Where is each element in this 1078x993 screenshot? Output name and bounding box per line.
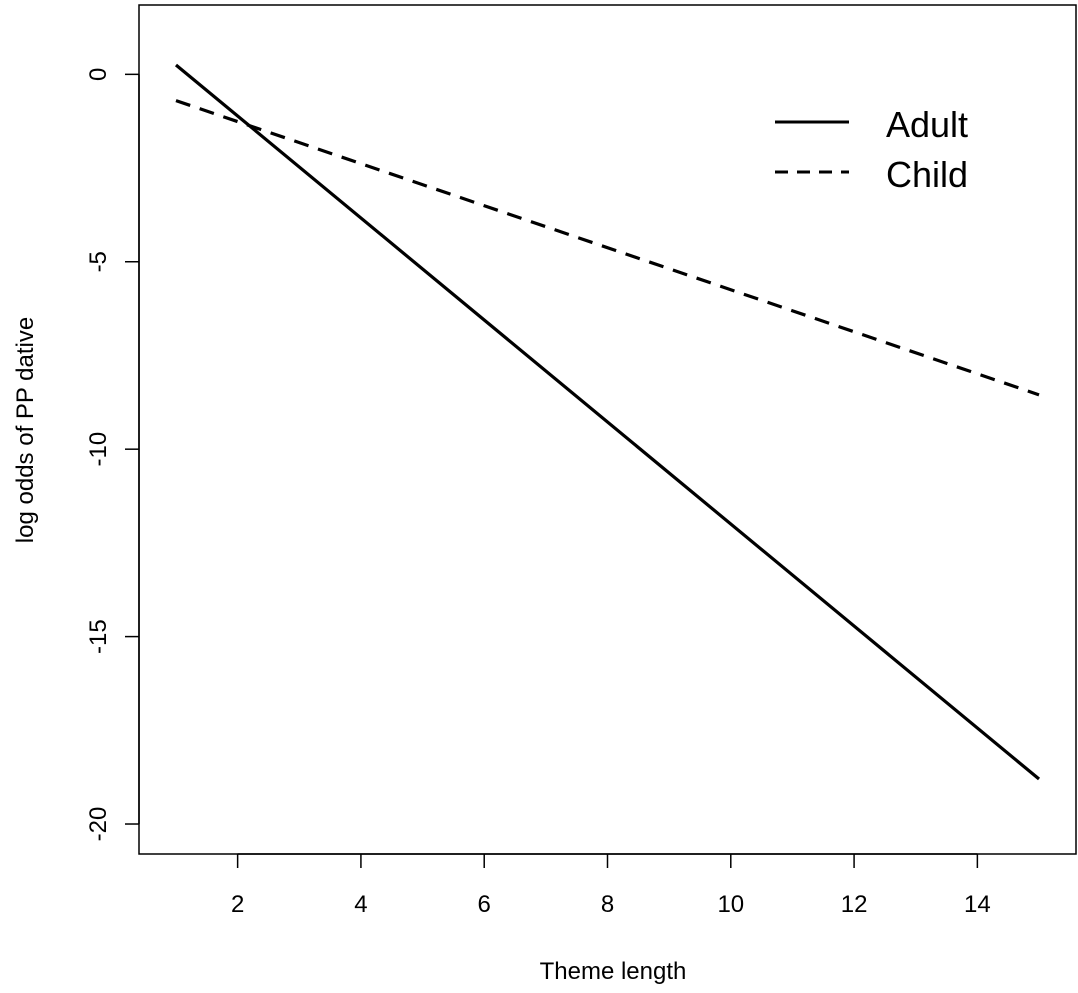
x-tick-label-4: 4 [354,891,367,918]
legend: Adult Child [775,104,968,195]
series-layer [174,63,1041,781]
y-axis: 0 -5 -10 -15 -20 [85,68,140,842]
y-tick-label--15: -15 [85,619,112,654]
x-tick-label-14: 14 [964,891,991,918]
series-line-adult [174,63,1041,781]
y-tick-label--20: -20 [85,807,112,842]
x-tick-label-10: 10 [717,891,744,918]
x-axis-title: Theme length [540,958,687,985]
legend-label-child: Child [886,154,968,195]
x-tick-label-12: 12 [841,891,868,918]
legend-label-adult: Adult [886,104,968,145]
x-tick-label-8: 8 [601,891,614,918]
y-tick-label--10: -10 [85,432,112,467]
x-tick-label-2: 2 [231,891,244,918]
y-axis-title: log odds of PP dative [12,317,39,543]
x-tick-label-6: 6 [478,891,491,918]
y-tick-label-0: 0 [85,68,112,81]
series-line-child [175,99,1040,397]
y-tick-label--5: -5 [85,251,112,272]
x-axis: 2 4 6 8 10 12 14 [231,853,991,918]
